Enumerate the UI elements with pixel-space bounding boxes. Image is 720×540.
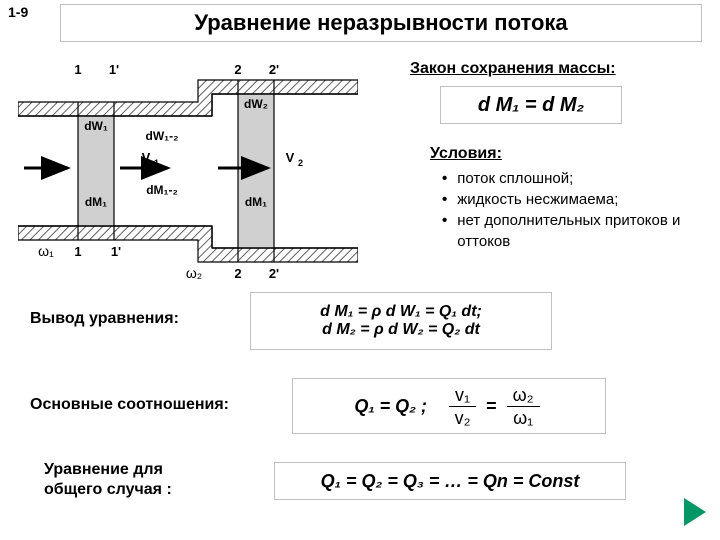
v-ratio-fraction: v₁ v₂ (449, 386, 476, 427)
condition-item: •нет дополнительных притоков и оттоков (442, 210, 687, 252)
next-page-arrow[interactable] (684, 498, 706, 526)
main-rel-q: Q₁ = Q₂ ; (354, 396, 427, 417)
flow-diagram: V 1 V 2 1 1' 2 2' 1 1' 2 2' dW₁ dW₂ dW₁-… (18, 56, 358, 286)
svg-text:1: 1 (74, 244, 81, 259)
main-relations-label: Основные соотношения: (30, 396, 229, 414)
svg-text:1: 1 (154, 158, 159, 168)
page-number: 1-9 (8, 4, 28, 20)
title-bar: Уравнение неразрывности потока (60, 4, 702, 42)
svg-text:2': 2' (269, 266, 279, 281)
omega-ratio-fraction: ω₂ ω₁ (507, 386, 540, 427)
svg-text:1: 1 (74, 62, 81, 77)
svg-text:2: 2 (234, 266, 241, 281)
svg-text:dW₂: dW₂ (244, 97, 268, 111)
mass-equation-box: d M₁ = d M₂ (440, 86, 622, 124)
general-equation-box: Q₁ = Q₂ = Q₃ = … = Qn = Const (274, 462, 626, 500)
svg-text:V: V (286, 150, 295, 165)
svg-text:dM₁: dM₁ (245, 195, 267, 209)
svg-text:dM₁-₂: dM₁-₂ (146, 183, 178, 197)
svg-text:V: V (142, 150, 151, 165)
svg-text:2': 2' (269, 62, 279, 77)
derivation-equations-box: d M₁ = ρ d W₁ = Q₁ dt; d M₂ = ρ d W₂ = Q… (250, 292, 552, 350)
derivation-label: Вывод уравнения: (30, 310, 179, 328)
svg-text:2: 2 (234, 62, 241, 77)
conditions-list: •поток сплошной; •жидкость несжимаема; •… (442, 168, 687, 252)
svg-text:dM₁: dM₁ (85, 195, 107, 209)
svg-text:ω₂: ω₂ (186, 265, 202, 281)
conservation-law-heading: Закон сохранения массы: (410, 60, 616, 78)
main-relations-box: Q₁ = Q₂ ; v₁ v₂ = ω₂ ω₁ (292, 378, 606, 434)
svg-text:1': 1' (109, 62, 119, 77)
svg-text:dW₁-₂: dW₁-₂ (146, 129, 179, 143)
derivation-eq-1: d M₁ = ρ d W₁ = Q₁ dt; (320, 303, 482, 321)
general-case-label: Уравнение для общего случая : (44, 460, 172, 500)
svg-text:1': 1' (111, 244, 121, 259)
svg-text:ω₁: ω₁ (38, 243, 54, 259)
general-equation: Q₁ = Q₂ = Q₃ = … = Qn = Const (321, 471, 580, 492)
equals-sign: = (486, 396, 497, 417)
derivation-eq-2: d M₂ = ρ d W₂ = Q₂ dt (322, 321, 480, 339)
mass-equation: d M₁ = d M₂ (478, 94, 584, 117)
title-text: Уравнение неразрывности потока (194, 10, 567, 36)
svg-text:dW₁: dW₁ (84, 119, 108, 133)
condition-item: •поток сплошной; (442, 168, 687, 189)
svg-text:2: 2 (298, 158, 303, 168)
conditions-heading: Условия: (430, 145, 502, 163)
condition-item: •жидкость несжимаема; (442, 189, 687, 210)
